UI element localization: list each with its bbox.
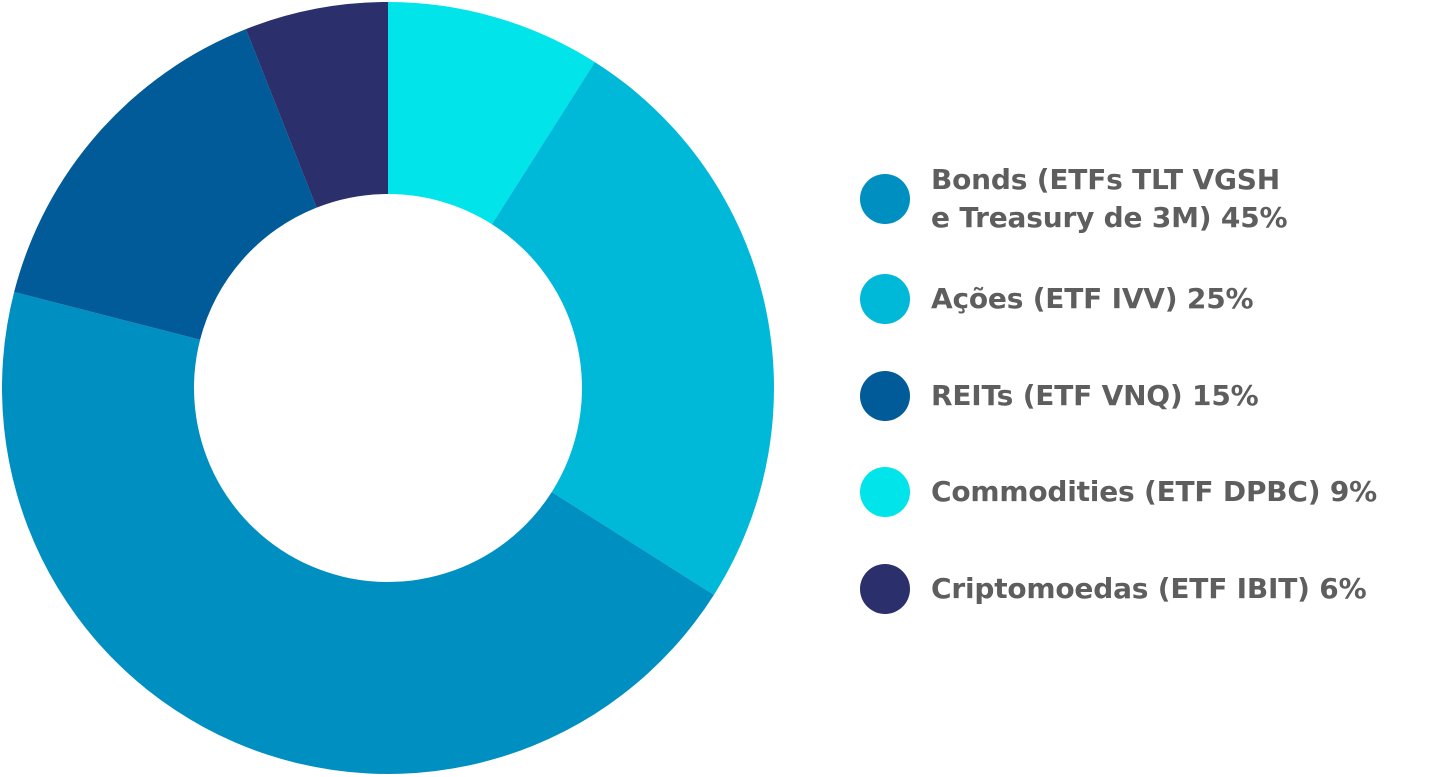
legend-item-acoes: Ações (ETF IVV) 25%: [860, 274, 1440, 324]
legend-label-commodities: Commodities (ETF DPBC) 9%: [931, 475, 1378, 508]
legend-swatch-bonds: [860, 174, 910, 224]
legend-item-reits: REITs (ETF VNQ) 15%: [860, 371, 1440, 421]
legend-swatch-reits: [860, 371, 910, 421]
slice-bonds: [1, 292, 714, 774]
slice-acoes: [491, 62, 774, 595]
legend-label-criptomoedas: Criptomoedas (ETF IBIT) 6%: [931, 572, 1367, 605]
legend-item-commodities: Commodities (ETF DPBC) 9%: [860, 467, 1440, 517]
legend-swatch-criptomoedas: [860, 564, 910, 614]
legend-item-bonds: Bonds (ETFs TLT VGSH e Treasury de 3M) 4…: [860, 161, 1440, 237]
donut-chart: [1, 2, 774, 774]
legend-item-criptomoedas: Criptomoedas (ETF IBIT) 6%: [860, 564, 1440, 614]
slice-criptomoedas: [245, 2, 388, 208]
legend-label-bonds: Bonds (ETFs TLT VGSH e Treasury de 3M) 4…: [931, 163, 1288, 234]
legend-label-acoes: Ações (ETF IVV) 25%: [931, 282, 1254, 315]
slice-commodities: [388, 2, 595, 225]
legend-swatch-acoes: [860, 274, 910, 324]
legend-swatch-commodities: [860, 467, 910, 517]
slice-reits: [14, 29, 317, 340]
legend-label-reits: REITs (ETF VNQ) 15%: [931, 379, 1259, 412]
